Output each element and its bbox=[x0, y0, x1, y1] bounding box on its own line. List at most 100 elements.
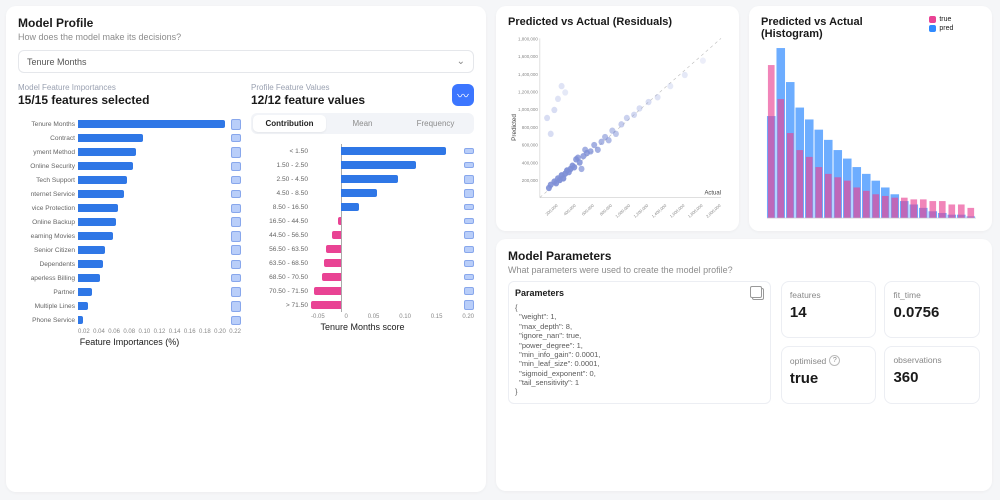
fi-row-label: Phone Service bbox=[18, 317, 78, 324]
fi-row[interactable]: Phone Service bbox=[18, 313, 241, 327]
line-chart-toggle-button[interactable]: 〰 bbox=[452, 84, 474, 106]
fv-row[interactable]: 63.50 - 68.50 bbox=[251, 256, 474, 270]
distribution-icon bbox=[231, 134, 241, 142]
distribution-icon bbox=[231, 316, 241, 325]
fv-xaxis: -0.0500.050.100.150.20 bbox=[311, 314, 474, 320]
fi-row[interactable]: Tech Support bbox=[18, 173, 241, 187]
distribution-icon bbox=[464, 260, 474, 267]
feature-select[interactable]: Tenure Months ⌄ bbox=[18, 50, 474, 73]
svg-text:600,000: 600,000 bbox=[581, 202, 596, 216]
fi-row-label: Tenure Months bbox=[18, 121, 78, 128]
fv-row-label: 44.50 - 56.50 bbox=[251, 232, 311, 239]
distribution-icon bbox=[464, 231, 474, 239]
fi-row[interactable]: Tenure Months bbox=[18, 117, 241, 131]
svg-text:800,000: 800,000 bbox=[522, 125, 539, 130]
fv-row[interactable]: 68.50 - 70.50 bbox=[251, 270, 474, 284]
svg-text:1,800,000: 1,800,000 bbox=[518, 36, 538, 41]
histogram-legend: truepred bbox=[923, 16, 980, 34]
fi-row-label: Tech Support bbox=[18, 177, 78, 184]
fi-row-label: vice Protection bbox=[18, 205, 78, 212]
fv-kicker: Profile Feature Values bbox=[251, 83, 365, 92]
fv-row[interactable]: 70.50 - 71.50 bbox=[251, 284, 474, 298]
stat-observations: observations 360 bbox=[884, 346, 980, 403]
svg-text:2,000,000: 2,000,000 bbox=[705, 202, 722, 219]
distribution-icon bbox=[231, 190, 241, 198]
distribution-icon bbox=[231, 260, 241, 269]
fv-row[interactable]: 1.50 - 2.50 bbox=[251, 158, 474, 172]
fi-row-label: Partner bbox=[18, 289, 78, 296]
params-json-heading: Parameters bbox=[515, 288, 564, 300]
stat-optimised: optimised ? true bbox=[781, 346, 877, 403]
distribution-icon bbox=[464, 246, 474, 253]
fv-row[interactable]: 8.50 - 16.50 bbox=[251, 200, 474, 214]
fi-row[interactable]: Online Backup bbox=[18, 215, 241, 229]
distribution-icon bbox=[231, 217, 241, 227]
svg-text:1,400,000: 1,400,000 bbox=[518, 72, 538, 77]
fv-row-label: 8.50 - 16.50 bbox=[251, 204, 311, 211]
fv-tab-frequency[interactable]: Frequency bbox=[399, 115, 472, 132]
copy-icon[interactable] bbox=[752, 288, 764, 300]
stat-optimised-value: true bbox=[790, 370, 868, 387]
stat-optimised-label: optimised bbox=[790, 356, 826, 366]
fi-row[interactable]: Multiple Lines bbox=[18, 299, 241, 313]
fi-row[interactable]: yment Method bbox=[18, 145, 241, 159]
fi-row[interactable]: Contract bbox=[18, 131, 241, 145]
stat-features-label: features bbox=[790, 290, 821, 300]
fv-row[interactable]: 16.50 - 44.50 bbox=[251, 214, 474, 228]
fi-row[interactable]: Senior Citizen bbox=[18, 243, 241, 257]
stat-fit-time-label: fit_time bbox=[893, 290, 920, 300]
distribution-icon bbox=[464, 287, 474, 295]
distribution-icon bbox=[464, 274, 474, 280]
svg-text:800,000: 800,000 bbox=[599, 202, 614, 216]
svg-text:1,600,000: 1,600,000 bbox=[669, 202, 686, 219]
fv-tab-mean[interactable]: Mean bbox=[326, 115, 399, 132]
fi-row-label: aperless Billing bbox=[18, 275, 78, 282]
fv-row[interactable]: > 71.50 bbox=[251, 298, 474, 312]
fi-row[interactable]: Dependents bbox=[18, 257, 241, 271]
feature-values-chart: < 1.501.50 - 2.50 2.50 - 4.50 4.50 - 8.50 8… bbox=[251, 144, 474, 312]
svg-text:400,000: 400,000 bbox=[563, 202, 578, 216]
fv-row[interactable]: 56.50 - 63.50 bbox=[251, 242, 474, 256]
chevron-down-icon: ⌄ bbox=[457, 56, 465, 67]
fi-row-label: yment Method bbox=[18, 149, 78, 156]
distribution-icon bbox=[231, 231, 241, 242]
fi-row[interactable]: aperless Billing bbox=[18, 271, 241, 285]
histogram-card: Predicted vs Actual (Histogram) truepred bbox=[749, 6, 992, 231]
fv-row[interactable]: < 1.50 bbox=[251, 144, 474, 158]
fi-row[interactable]: nternet Service bbox=[18, 187, 241, 201]
fv-row[interactable]: 44.50 - 56.50 bbox=[251, 228, 474, 242]
stat-features: features 14 bbox=[781, 281, 877, 338]
model-profile-title: Model Profile bbox=[18, 16, 474, 30]
fi-row[interactable]: vice Protection bbox=[18, 201, 241, 215]
svg-text:200,000: 200,000 bbox=[544, 202, 559, 216]
fv-row[interactable]: 4.50 - 8.50 bbox=[251, 186, 474, 200]
legend-chip-pred: pred bbox=[929, 25, 953, 32]
fv-row[interactable]: 2.50 - 4.50 bbox=[251, 172, 474, 186]
help-icon[interactable]: ? bbox=[829, 355, 840, 366]
fv-tabs: ContributionMeanFrequency bbox=[251, 113, 474, 134]
fv-tab-contribution[interactable]: Contribution bbox=[253, 115, 326, 132]
distribution-icon bbox=[464, 189, 474, 198]
stat-features-value: 14 bbox=[790, 304, 868, 321]
distribution-icon bbox=[231, 301, 241, 312]
params-title: Model Parameters bbox=[508, 249, 980, 263]
fv-row-label: 2.50 - 4.50 bbox=[251, 176, 311, 183]
distribution-icon bbox=[464, 175, 474, 184]
distribution-icon bbox=[231, 204, 241, 213]
fi-row[interactable]: Online Security bbox=[18, 159, 241, 173]
svg-text:1,800,000: 1,800,000 bbox=[687, 202, 704, 219]
stat-fit-time: fit_time 0.0756 bbox=[884, 281, 980, 338]
fv-row-label: > 71.50 bbox=[251, 302, 311, 309]
fi-row-label: Online Security bbox=[18, 163, 78, 170]
distribution-icon bbox=[231, 287, 241, 297]
fi-row-label: Contract bbox=[18, 135, 78, 142]
stat-observations-label: observations bbox=[893, 355, 941, 365]
svg-text:400,000: 400,000 bbox=[522, 160, 539, 165]
model-profile-subtitle: How does the model make its decisions? bbox=[18, 32, 474, 42]
fi-kicker: Model Feature Importances bbox=[18, 83, 241, 92]
params-json-box: Parameters { "weight": 1, "max_depth": 8… bbox=[508, 281, 771, 404]
fi-row[interactable]: eaming Movies bbox=[18, 229, 241, 243]
fi-row[interactable]: Partner bbox=[18, 285, 241, 299]
params-json-text: { "weight": 1, "max_depth": 8, "ignore_n… bbox=[515, 303, 764, 397]
stat-observations-value: 360 bbox=[893, 369, 971, 386]
